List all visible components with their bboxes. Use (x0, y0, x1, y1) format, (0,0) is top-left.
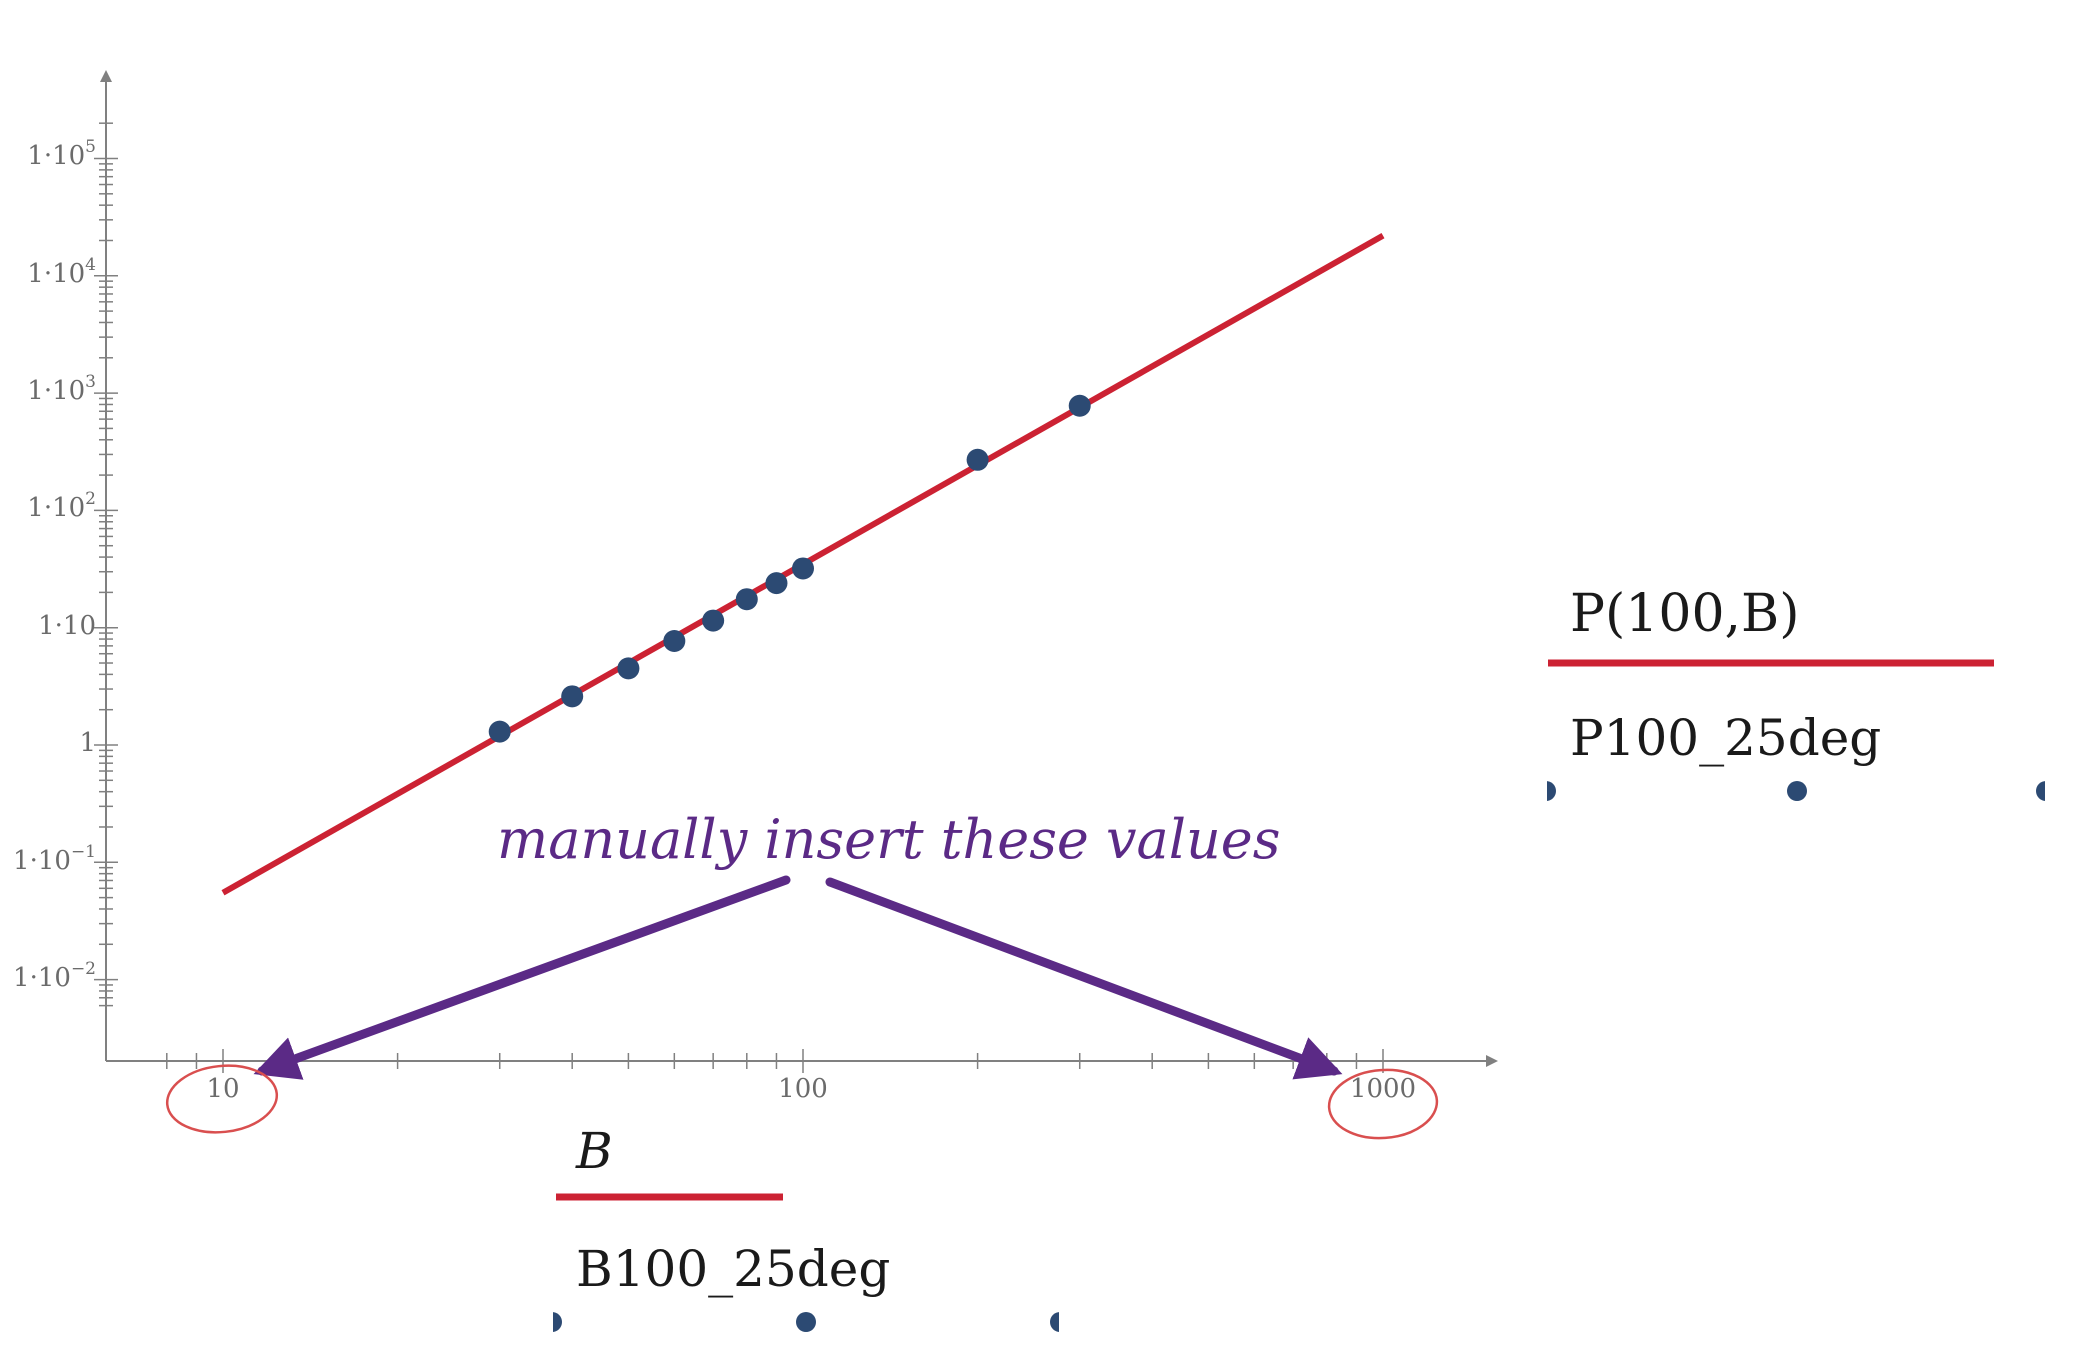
legend-function-label: P(100,B) (1570, 584, 1800, 644)
data-point (1068, 394, 1091, 417)
legend-marker (1787, 781, 1807, 801)
x-axis-label-marker (796, 1312, 816, 1332)
data-point (663, 630, 686, 653)
y-tick-label-1e5: 1·105 (27, 137, 96, 171)
legend: P(100,B) P100_25deg (1534, 584, 2058, 803)
highlight-circle-1000 (1327, 1068, 1439, 1140)
legend-marker-right-clip (2045, 779, 2058, 803)
highlight-circle-10 (165, 1064, 279, 1134)
y-tick-label-1: 1 (79, 728, 96, 758)
x-axis-label-function: B (575, 1122, 613, 1180)
data-point (735, 588, 758, 611)
y-tick-label-1e3: 1·103 (27, 372, 96, 406)
x-tick-label-10: 10 (206, 1074, 239, 1104)
y-tick-label-1e-2: 1·10−2 (13, 959, 96, 993)
legend-data-label: P100_25deg (1570, 709, 1881, 767)
y-tick-label-1e1: 1·10 (38, 611, 96, 641)
data-point (765, 572, 788, 595)
y-tick-label-1e-1: 1·10−1 (13, 842, 96, 876)
data-point (561, 685, 584, 708)
x-axis-label-marker-right-clip (1059, 1310, 1072, 1334)
data-point (792, 557, 814, 580)
series-layer (221, 233, 1385, 896)
x-axis-label: B B100_25deg (540, 1122, 1072, 1334)
y-tick-label-1e4: 1·104 (27, 255, 96, 289)
annotation-arrow-right (825, 877, 1343, 1080)
data-point (966, 448, 989, 471)
annotation-text: manually insert these values (497, 808, 1280, 871)
x-tick-label-100: 100 (778, 1074, 828, 1104)
data-point (702, 609, 725, 632)
data-point (488, 720, 511, 743)
y-axis-ticks (94, 122, 118, 1007)
x-axis-label-marker-left-clip (540, 1310, 553, 1334)
y-tick-label-1e2: 1·102 (27, 489, 96, 523)
legend-marker-left-clip (1534, 779, 1547, 803)
data-point (617, 657, 640, 680)
x-axis-label-data: B100_25deg (576, 1240, 890, 1298)
x-tick-label-1000: 1000 (1350, 1074, 1416, 1104)
annotation-arrow-left (253, 875, 791, 1080)
